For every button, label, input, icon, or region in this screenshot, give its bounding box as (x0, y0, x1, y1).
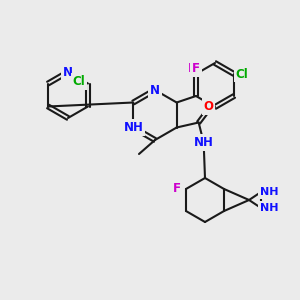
Text: NH: NH (260, 203, 278, 213)
Text: F: F (192, 62, 200, 76)
Text: O: O (204, 100, 214, 113)
Text: Cl: Cl (73, 75, 85, 88)
Text: NH: NH (194, 136, 214, 149)
Text: F: F (173, 182, 181, 196)
Text: F: F (188, 61, 196, 74)
Text: NH: NH (260, 187, 278, 197)
Text: N: N (63, 65, 73, 79)
Text: NH: NH (123, 121, 143, 134)
Text: Cl: Cl (236, 68, 248, 80)
Text: N: N (150, 83, 160, 97)
